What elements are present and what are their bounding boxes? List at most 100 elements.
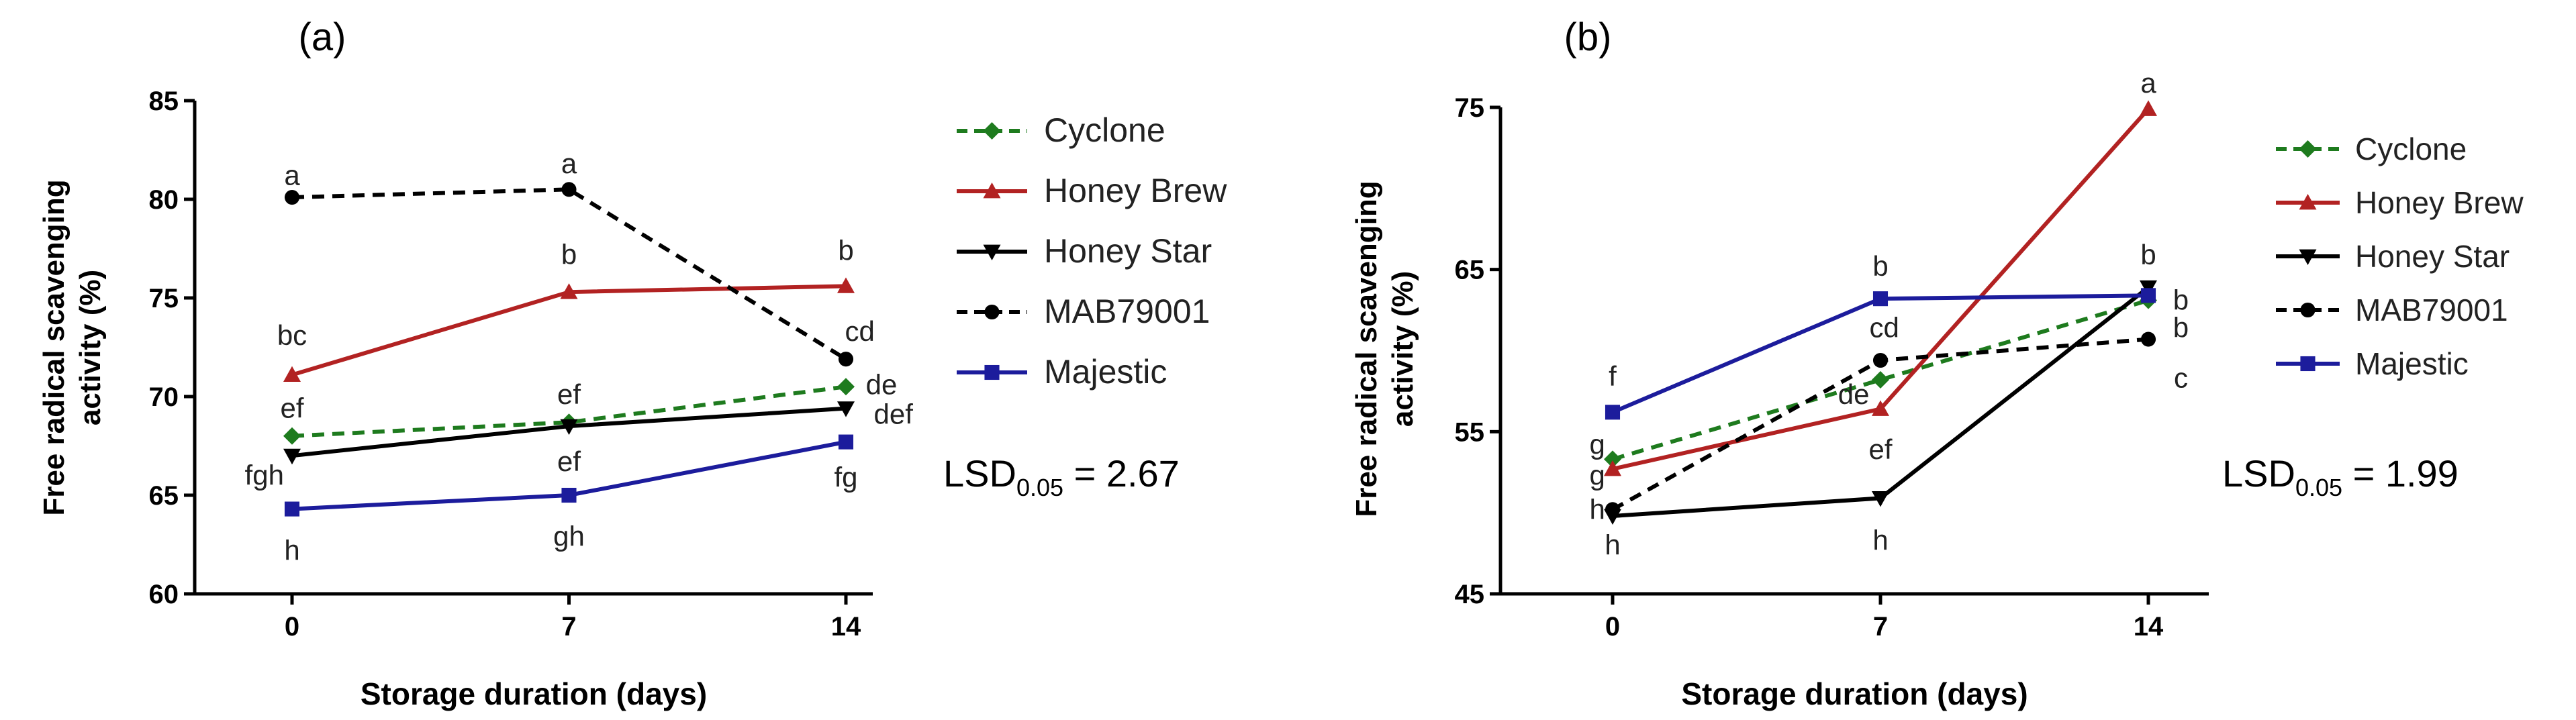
panel-a-lsd-text: LSD0.05 = 2.67	[943, 452, 1180, 501]
panel-a-series-honey-brew-point	[837, 277, 855, 293]
panel-b-series-majestic-point	[1605, 405, 1621, 420]
panel-b-series-mab79001-point	[2140, 331, 2156, 347]
panel-a-y-axis-title: Free radical scavenging activity (%)	[38, 179, 107, 515]
panel-a-legend-honey-brew-label: Honey Brew	[1044, 172, 1227, 209]
panel-b-x-axis-title: Storage duration (days)	[1681, 676, 2028, 711]
panel-a-series-honey-star-point	[283, 448, 301, 465]
panel-a-significance-label: bc	[277, 319, 307, 351]
panel-b-y-axis-title: Free radical scavenging activity (%)	[1350, 181, 1419, 517]
panel-b-significance-label: c	[2174, 362, 2188, 394]
panel-b-significance-label: h	[1605, 529, 1620, 561]
panel-a-significance-label: b	[561, 238, 577, 270]
panel-a-series-honey-brew-point	[560, 283, 578, 299]
panel-b-significance-label: g	[1590, 460, 1605, 491]
panel-a-legend-honey-brew-marker	[983, 183, 1001, 199]
panel-a-significance-label: cd	[845, 315, 874, 347]
panel-a-series-honey-star-point	[560, 419, 578, 435]
panel-b-series-honey-brew-point	[1872, 400, 1889, 416]
panel-a-series-mab79001-point	[838, 352, 854, 367]
panel-a-significance-label: a	[284, 160, 300, 191]
panel-a-x-tick-label: 14	[831, 612, 861, 641]
panel-a-series-honey-brew-line	[291, 284, 847, 377]
panel-a-y-tick-label: 65	[149, 481, 179, 511]
panel-a-lsd-prefix: LSD	[943, 452, 1016, 495]
panel-b-legend-honey-brew-marker	[2299, 194, 2317, 210]
panel-b-significance-label: h	[1590, 493, 1605, 525]
panel-a-legend-honey-star-marker	[983, 244, 1001, 260]
panel-a-series-honey-star-point	[837, 401, 855, 417]
panel-a-y-tick-label: 70	[149, 382, 179, 412]
panel-a-significance-label: h	[284, 534, 299, 566]
panel-b-significance-label: b	[2173, 285, 2189, 316]
panel-b-y-tick-label: 55	[1455, 417, 1485, 447]
panel-a-x-tick-label: 7	[561, 612, 576, 641]
panel-b-legend-majestic-marker	[2300, 356, 2316, 372]
panel-a-legend-mab79001-marker	[984, 304, 1000, 320]
panel-b-legend-cyclone-marker	[2299, 140, 2317, 158]
panel-a-chart: (a) 60 65 70 75 80 85 0 7 14 Storage duration (day…	[38, 15, 1227, 711]
panel-b-significance-label: b	[1872, 250, 1888, 282]
panel-b-series-majestic-point	[1872, 291, 1889, 307]
panel-b-series-cyclone-line	[1612, 298, 2149, 462]
panel-a-significance-label: ef	[280, 393, 303, 424]
panel-a-series-cyclone-point	[283, 427, 301, 445]
panel-a-series-majestic-point	[284, 501, 300, 517]
panel-a-series-cyclone-line	[291, 384, 847, 438]
panel-b-y-tick-label: 65	[1455, 256, 1485, 285]
panel-b-lsd-prefix: LSD	[2222, 452, 2295, 495]
panel-b-series-mab79001-point	[1872, 352, 1889, 368]
panel-a-series-honey-brew-point	[283, 366, 301, 382]
panel-b-significance-label: cd	[1870, 312, 1899, 344]
panel-b-significance-label: ef	[1868, 433, 1892, 465]
panel-a-y-axis-title-line: activity (%)	[74, 270, 107, 425]
panel-a-legend-cyclone-marker	[983, 122, 1001, 140]
panel-b-series-mab79001-point	[1605, 502, 1621, 517]
panel-b-lsd-subscript: 0.05	[2295, 474, 2342, 501]
panel-a-series-mab79001-point	[284, 190, 300, 205]
panel-a-legend-majestic-label: Majestic	[1044, 353, 1167, 391]
panel-a-series-mab79001-point	[561, 182, 577, 197]
panel-b-y-tick-label: 45	[1455, 580, 1485, 609]
panel-a-series-mab79001-line	[291, 187, 847, 361]
panel-b-significance-label: a	[2140, 67, 2156, 99]
panel-a-y-tick-label: 75	[149, 284, 179, 313]
panel-a-legend-majestic-marker	[984, 364, 1000, 380]
panel-a-significance-label: gh	[553, 521, 585, 552]
panel-b-significance-label: f	[1609, 360, 1617, 392]
panel-b-lsd-value: = 1.99	[2342, 452, 2459, 495]
panel-a-y-tick-label: 85	[149, 87, 179, 116]
panel-b-x-tick-label: 0	[1605, 612, 1620, 641]
panel-b-lsd-text: LSD0.05 = 1.99	[2222, 452, 2459, 501]
panel-b-significance-label: b	[2173, 312, 2189, 344]
panel-a-significance-label: de	[866, 368, 898, 400]
panel-a-legend-mab79001-label: MAB79001	[1044, 293, 1210, 330]
panel-a-significance-label: b	[838, 234, 853, 266]
panel-b-y-axis-title-line: activity (%)	[1386, 271, 1419, 427]
panel-a-series-majestic-point	[838, 434, 854, 450]
panel-a-significance-label: ef	[557, 446, 581, 477]
panel-a-series-majestic-point	[561, 487, 577, 503]
panel-b-legend-cyclone-label: Cyclone	[2355, 132, 2467, 166]
panel-a-x-tick-label: 0	[285, 612, 299, 641]
panel-a-y-axis-title-line: Free radical scavenging	[38, 179, 70, 515]
panel-a-x-axis-title: Storage duration (days)	[361, 676, 707, 711]
panel-b-x-tick-label: 14	[2134, 612, 2164, 641]
panel-a-significance-label: fg	[834, 462, 857, 493]
panel-b-y-axis-title-line: Free radical scavenging	[1350, 181, 1383, 517]
panel-b-legend-honey-brew-label: Honey Brew	[2355, 185, 2524, 220]
panel-b-significance-label: b	[2140, 239, 2156, 270]
panel-b-legend-honey-star-label: Honey Star	[2355, 239, 2510, 274]
panel-a-significance-label: def	[874, 398, 914, 429]
panel-b-legend-honey-star-marker	[2299, 249, 2317, 265]
panel-b-series-honey-star-point	[1872, 491, 1889, 507]
panel-b-chart: (b) 45 55 65 75 0 7 14 Storage duration (days) Fr…	[1350, 15, 2524, 711]
panel-a-legend-honey-star-label: Honey Star	[1044, 232, 1212, 270]
panel-b-label: (b)	[1564, 15, 1612, 59]
panel-a-significance-label: a	[561, 148, 577, 179]
panel-a-y-tick-label: 80	[149, 185, 179, 215]
panel-b-x-tick-label: 7	[1873, 612, 1888, 641]
panel-a-legend-cyclone-label: Cyclone	[1044, 111, 1165, 149]
panel-b-legend-majestic-label: Majestic	[2355, 346, 2469, 381]
panel-b-series-cyclone-point	[1872, 371, 1889, 389]
